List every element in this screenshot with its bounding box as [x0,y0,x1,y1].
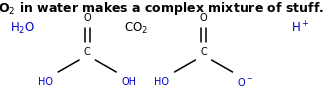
Text: C: C [200,47,207,57]
Text: O: O [200,13,207,23]
Text: CO$_2$ in water makes a complex mixture of stuff...: CO$_2$ in water makes a complex mixture … [0,0,323,17]
Text: HO: HO [38,77,53,87]
Text: H$^+$: H$^+$ [291,20,310,36]
Text: H$_2$O: H$_2$O [10,20,35,36]
Text: OH: OH [122,77,137,87]
Text: HO: HO [154,77,169,87]
Text: O$^-$: O$^-$ [237,76,254,88]
Text: O: O [83,13,91,23]
Text: C: C [84,47,90,57]
Text: CO$_2$: CO$_2$ [124,20,148,36]
